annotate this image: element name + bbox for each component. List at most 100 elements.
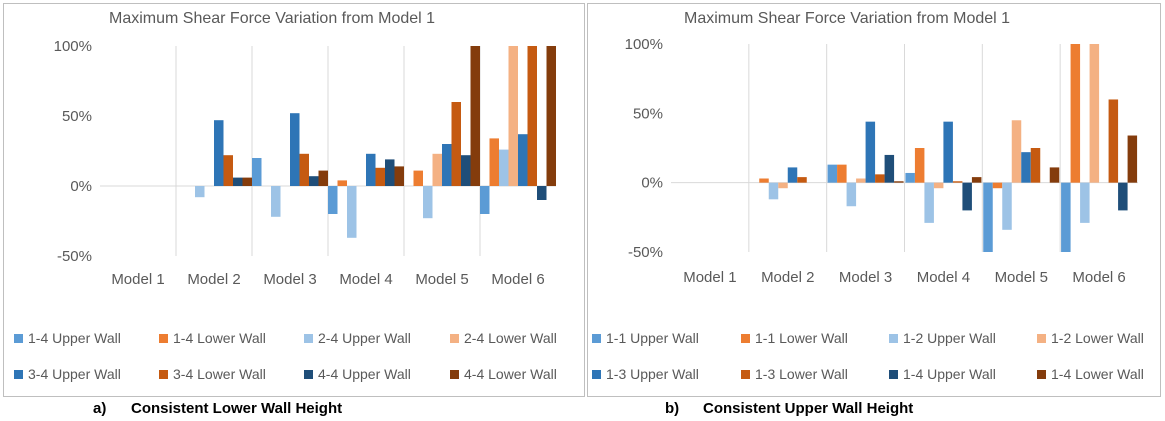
legend-item: 3-4 Lower Wall: [159, 366, 266, 382]
x-tick-label: Model 4: [339, 271, 392, 288]
legend-swatch: [450, 369, 459, 379]
legend-swatch: [1037, 333, 1046, 343]
legend-item: 2-4 Upper Wall: [304, 330, 411, 346]
bar: [983, 182, 993, 252]
legend-label: 2-4 Upper Wall: [318, 330, 411, 346]
legend-label: 3-4 Upper Wall: [28, 366, 121, 382]
legend-swatch: [304, 333, 313, 343]
bar: [318, 170, 328, 186]
bar: [952, 181, 963, 183]
bar: [787, 167, 798, 183]
bar: [271, 186, 281, 217]
legend-label: 1-4 Upper Wall: [28, 330, 121, 346]
legend-swatch: [741, 369, 750, 379]
bar: [1108, 99, 1119, 183]
legend-item: 1-3 Upper Wall: [592, 366, 699, 382]
bar: [1061, 182, 1071, 252]
legend-label: 1-2 Lower Wall: [1051, 330, 1144, 346]
bar: [884, 154, 895, 183]
legend-label: 1-2 Upper Wall: [903, 330, 996, 346]
y-tick-label: 100%: [625, 36, 663, 53]
legend-swatch: [159, 333, 168, 343]
bar: [1011, 120, 1022, 183]
bar: [299, 153, 309, 186]
bar: [1127, 135, 1138, 183]
bar: [195, 186, 205, 198]
bar: [768, 182, 779, 200]
legend-label: 1-1 Lower Wall: [755, 330, 848, 346]
bar: [992, 182, 1003, 189]
x-tick-label: Model 6: [1072, 269, 1125, 286]
bar: [242, 177, 252, 186]
bar: [518, 134, 528, 186]
bar: [1002, 182, 1012, 230]
bar: [1030, 148, 1041, 183]
y-tick-label: 0%: [641, 175, 663, 192]
legend-item: 1-4 Upper Wall: [14, 330, 121, 346]
legend-swatch: [1037, 369, 1046, 379]
legend-swatch: [889, 333, 898, 343]
bar: [943, 121, 953, 183]
caption-label: a): [93, 400, 107, 417]
bar: [413, 170, 423, 186]
bar: [537, 186, 547, 200]
y-tick-label: -50%: [628, 244, 663, 261]
bar: [366, 153, 376, 186]
legend-item: 1-3 Lower Wall: [741, 366, 848, 382]
chart-panel-a: Maximum Shear Force Variation from Model…: [3, 3, 585, 397]
bar: [223, 155, 233, 186]
legend-label: 4-4 Upper Wall: [318, 366, 411, 382]
bar: [962, 182, 972, 211]
bar: [480, 186, 490, 214]
caption-a: a) Consistent Lower Wall Height: [93, 400, 342, 417]
bar: [837, 164, 847, 183]
bar: [442, 144, 452, 186]
bar: [489, 138, 499, 186]
legend-item: 3-4 Upper Wall: [14, 366, 121, 382]
bar: [499, 149, 509, 186]
bar: [508, 46, 518, 186]
bar: [1080, 182, 1090, 223]
bar: [971, 177, 982, 183]
bar: [214, 120, 224, 186]
bar: [875, 174, 885, 183]
bar: [905, 172, 915, 183]
x-tick-label: Model 3: [263, 271, 316, 288]
legend-item: 1-4 Lower Wall: [159, 330, 266, 346]
legend-label: 1-4 Upper Wall: [903, 366, 996, 382]
legend-label: 1-1 Upper Wall: [606, 330, 699, 346]
legend-swatch: [14, 369, 23, 379]
bar: [933, 182, 944, 189]
bar: [1118, 182, 1128, 211]
bar: [309, 176, 319, 186]
bar-chart-a: -50% 0% 50% 100% Model 1 Model 2 Model 3 Model …: [54, 38, 556, 288]
legend-swatch: [450, 333, 459, 343]
caption-text: Consistent Lower Wall Height: [131, 400, 343, 417]
chart-panel-b: Maximum Shear Force Variation from Model…: [587, 3, 1161, 397]
bar: [328, 186, 338, 214]
bar-chart-b: -50% 0% 50% 100% Model 1 Model 2 Model 3 Model …: [625, 36, 1138, 286]
legend-item: 1-2 Upper Wall: [889, 330, 996, 346]
bar: [394, 166, 404, 186]
bar: [1021, 152, 1031, 183]
legend-item: 4-4 Upper Wall: [304, 366, 411, 382]
caption-label: b): [665, 400, 680, 417]
bar: [375, 167, 385, 186]
legend-label: 1-4 Lower Wall: [1051, 366, 1144, 382]
x-tick-label: Model 1: [111, 271, 164, 288]
y-tick-label: 50%: [633, 105, 663, 122]
bar: [778, 182, 788, 189]
bar: [252, 158, 262, 186]
legend-swatch: [14, 333, 23, 343]
bar: [846, 182, 857, 207]
legend-label: 2-4 Lower Wall: [464, 330, 557, 346]
legend-swatch: [592, 369, 601, 379]
caption-b: b) Consistent Upper Wall Height: [665, 400, 913, 417]
legend-item: 1-1 Lower Wall: [741, 330, 848, 346]
bar: [894, 181, 904, 183]
bar: [470, 46, 480, 186]
bar: [865, 121, 876, 183]
x-tick-label: Model 5: [415, 271, 468, 288]
bar: [1070, 44, 1081, 183]
legend-label: 1-4 Lower Wall: [173, 330, 266, 346]
